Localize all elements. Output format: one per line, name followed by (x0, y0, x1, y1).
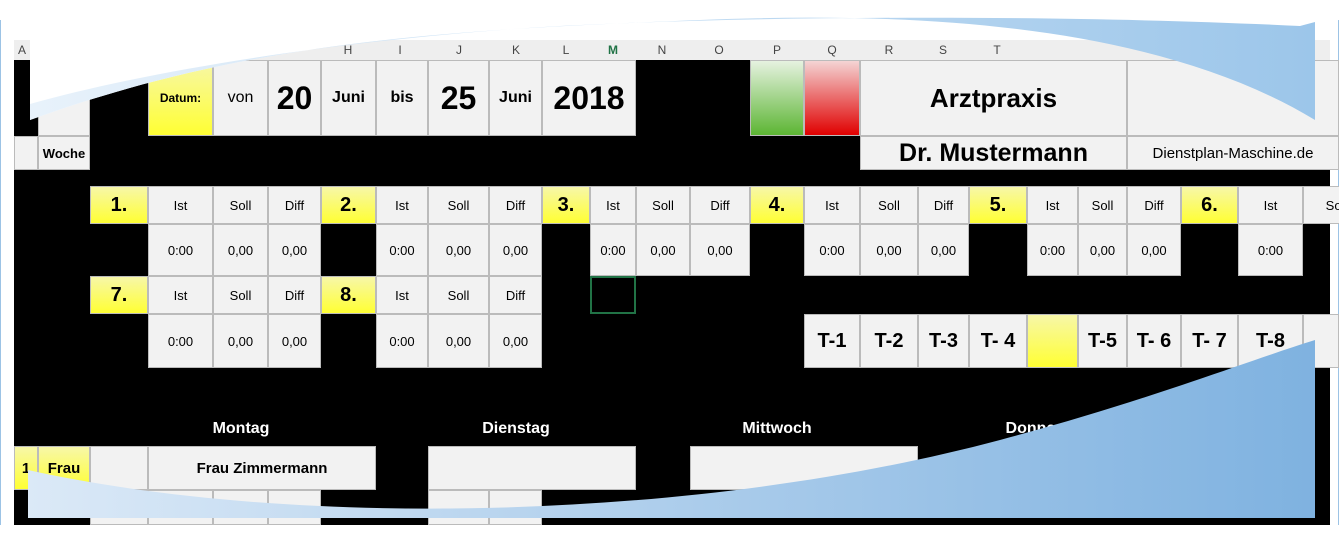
column-header[interactable]: A (17, 43, 26, 57)
value-cell: 0,00 (918, 224, 969, 276)
week-number: 3. (542, 186, 590, 224)
column-header[interactable]: J (456, 43, 462, 57)
column-label: Diff (489, 186, 542, 224)
tab-button[interactable]: T-1 (804, 314, 860, 368)
value-cell: 0,00 (428, 224, 489, 276)
column-label: Ist (376, 276, 428, 314)
column-header[interactable]: N (657, 43, 667, 57)
value-cell: 0:00 (376, 314, 428, 368)
week-number: 6. (1181, 186, 1238, 224)
value-cell: 0,00 (1127, 224, 1181, 276)
week-number: 4. (750, 186, 804, 224)
from-month: Juni (321, 60, 376, 136)
value-cell: 0,00 (428, 314, 489, 368)
week-number: 8. (321, 276, 376, 314)
value-cell: 0,00 (268, 314, 321, 368)
column-label: Ist (376, 186, 428, 224)
column-label: Soll (428, 276, 489, 314)
value-cell: 0:00 (1238, 224, 1303, 276)
value-cell: 0:00 (376, 224, 428, 276)
tab-button[interactable]: T-3 (918, 314, 969, 368)
value-cell: 0,00 (690, 224, 750, 276)
tab-button[interactable]: T-2 (860, 314, 918, 368)
week-number: 5. (969, 186, 1027, 224)
green-button[interactable] (750, 60, 804, 136)
value-cell: 0,00 (489, 314, 542, 368)
column-header[interactable]: T (993, 43, 1001, 57)
column-label: Ist (1027, 186, 1078, 224)
blank-cell (428, 446, 636, 490)
blank-cell (90, 446, 148, 490)
column-header[interactable]: L (562, 43, 570, 57)
tab-button[interactable]: T- 6 (1127, 314, 1181, 368)
value-cell: 0,00 (268, 224, 321, 276)
column-label: Soll (213, 276, 268, 314)
value-cell: 0,00 (636, 224, 690, 276)
column-header[interactable]: K (511, 43, 520, 57)
column-label: Soll (1303, 186, 1339, 224)
column-label: Ist (148, 276, 213, 314)
value-cell: 0,00 (489, 224, 542, 276)
doctor-name: Dr. Mustermann (860, 136, 1127, 170)
column-header[interactable]: P (772, 43, 781, 57)
column-label: Ist (590, 186, 636, 224)
week-number: 7. (90, 276, 148, 314)
red-button[interactable] (804, 60, 860, 136)
value-cell: 0,00 (213, 224, 268, 276)
selected-cell[interactable] (590, 276, 636, 314)
website: Dienstplan-Maschine.de (1127, 136, 1339, 170)
column-label: Ist (804, 186, 860, 224)
day-header: Dienstag (482, 420, 550, 437)
column-label: Ist (148, 186, 213, 224)
week-number: 1. (90, 186, 148, 224)
column-label: Soll (636, 186, 690, 224)
practice-name: Arztpraxis (860, 60, 1127, 136)
column-header[interactable]: M (608, 43, 618, 57)
to-month: Juni (489, 60, 542, 136)
column-label: Ist (1238, 186, 1303, 224)
column-label: Soll (428, 186, 489, 224)
tab-button[interactable]: T- 4 (969, 314, 1027, 368)
week-label: Woche (38, 136, 90, 170)
column-header[interactable]: H (343, 43, 353, 57)
column-label: Diff (690, 186, 750, 224)
value-cell: 0:00 (1027, 224, 1078, 276)
column-header[interactable]: Q (827, 43, 837, 57)
blank-cell (14, 136, 38, 170)
to-day: 25 (428, 60, 489, 136)
yellow-cell (1027, 314, 1078, 368)
value-cell: 0:00 (590, 224, 636, 276)
column-header[interactable]: I (398, 43, 402, 57)
column-label: Diff (1127, 186, 1181, 224)
column-header[interactable]: S (938, 43, 947, 57)
value-cell: 0:00 (148, 224, 213, 276)
year: 2018 (542, 60, 636, 136)
column-label: Diff (489, 276, 542, 314)
day-header: Montag (212, 420, 270, 437)
blank-cell (428, 490, 489, 525)
column-header[interactable]: R (884, 43, 894, 57)
column-label: Soll (213, 186, 268, 224)
from-day: 20 (268, 60, 321, 136)
column-header[interactable]: O (714, 43, 724, 57)
staff-name: Frau Zimmermann (148, 446, 376, 490)
tab-button[interactable]: T- 7 (1181, 314, 1238, 368)
value-cell: 0,00 (1078, 224, 1127, 276)
week-number: 2. (321, 186, 376, 224)
column-label: Soll (860, 186, 918, 224)
column-label: Diff (268, 186, 321, 224)
column-label: Diff (268, 276, 321, 314)
tab-button[interactable]: T-5 (1078, 314, 1127, 368)
to-label: bis (376, 60, 428, 136)
day-header: Mittwoch (742, 420, 812, 437)
value-cell: 0,00 (860, 224, 918, 276)
value-cell: 0,00 (213, 314, 268, 368)
value-cell: 0:00 (148, 314, 213, 368)
column-label: Soll (1078, 186, 1127, 224)
value-cell: 0:00 (804, 224, 860, 276)
column-label: Diff (918, 186, 969, 224)
